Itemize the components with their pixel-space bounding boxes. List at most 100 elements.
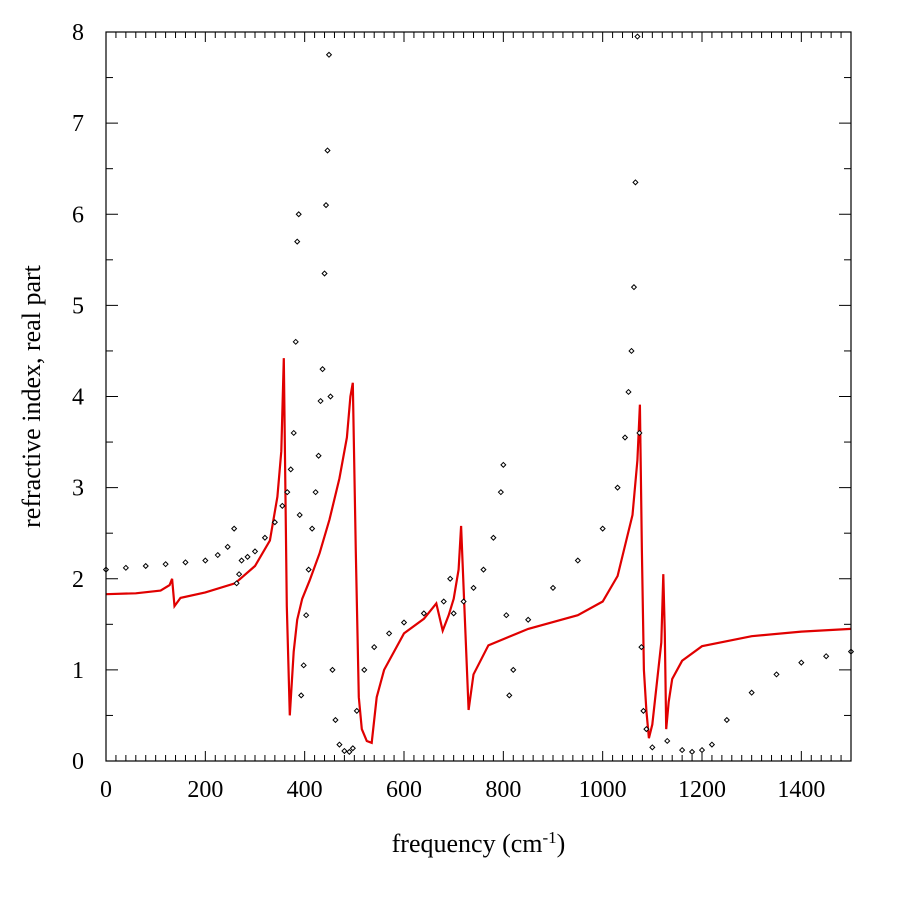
y-tick-label: 7 xyxy=(72,111,84,137)
measured-point xyxy=(332,716,339,724)
measured-series-points xyxy=(102,33,855,755)
measured-point xyxy=(723,716,730,724)
x-axis-title-end: ) xyxy=(557,829,566,858)
measured-point xyxy=(238,557,245,564)
x-tick-label: 600 xyxy=(386,777,422,803)
y-tick-label: 8 xyxy=(72,20,84,46)
measured-point xyxy=(525,616,532,623)
measured-point xyxy=(420,610,427,617)
measured-point xyxy=(244,553,251,560)
measured-point xyxy=(309,525,316,532)
measured-point xyxy=(214,551,221,559)
y-tick-label: 2 xyxy=(72,567,84,593)
plot-frame xyxy=(105,31,852,762)
measured-point xyxy=(574,557,581,564)
measured-point xyxy=(324,147,331,154)
x-tick-label: 0 xyxy=(100,777,112,803)
measured-point xyxy=(271,519,278,526)
measured-point xyxy=(296,511,303,519)
model-series-line xyxy=(105,358,852,745)
x-axis-title: frequency (cm-1) xyxy=(392,828,566,859)
measured-point xyxy=(292,338,299,345)
measured-point xyxy=(349,745,356,752)
x-tick-labels: 0 200 400 600 800 1000 1200 1400 xyxy=(100,777,825,803)
x-tick-label: 200 xyxy=(187,777,223,803)
measured-point xyxy=(327,393,334,400)
measured-point xyxy=(628,347,635,355)
measured-point xyxy=(823,653,830,660)
measured-point xyxy=(599,525,606,532)
measured-point xyxy=(688,748,696,755)
measured-point xyxy=(440,598,447,605)
measured-point xyxy=(353,707,360,714)
measured-point xyxy=(510,666,517,673)
measured-point xyxy=(336,741,343,748)
measured-point xyxy=(490,534,497,541)
measured-point xyxy=(182,559,189,566)
measured-point xyxy=(371,643,378,651)
measured-point xyxy=(497,489,504,496)
measured-point xyxy=(224,543,231,550)
x-tick-label: 1000 xyxy=(579,777,627,803)
measured-point xyxy=(305,566,312,573)
measured-point xyxy=(400,619,408,626)
y-tick-labels: 0 1 2 3 4 5 6 7 8 xyxy=(72,20,84,775)
measured-point xyxy=(698,746,706,754)
measured-point xyxy=(361,666,368,673)
measured-point xyxy=(162,561,169,568)
y-tick-label: 5 xyxy=(72,293,84,319)
measured-point xyxy=(503,612,510,619)
measured-point xyxy=(295,211,302,218)
measured-point xyxy=(447,575,454,582)
y-tick-label: 6 xyxy=(72,202,84,228)
measured-point xyxy=(708,741,716,748)
measured-point xyxy=(470,584,477,591)
measured-point xyxy=(460,598,467,605)
x-tick-label: 400 xyxy=(287,777,323,803)
measured-point xyxy=(325,51,333,58)
measured-point xyxy=(312,489,319,496)
measured-point xyxy=(625,388,632,396)
measured-point xyxy=(231,525,238,532)
measured-point xyxy=(202,557,209,564)
measured-point xyxy=(664,737,671,745)
measured-point xyxy=(322,202,330,209)
measured-point xyxy=(251,548,259,555)
y-tick-label: 0 xyxy=(72,749,84,775)
measured-point xyxy=(261,534,269,541)
x-tick-label: 1200 xyxy=(678,777,726,803)
measured-point xyxy=(450,610,457,617)
measured-point xyxy=(233,580,240,587)
measured-point xyxy=(235,571,243,578)
measured-point xyxy=(634,33,641,40)
x-axis-title-main: frequency (cm xyxy=(392,829,543,858)
measured-point xyxy=(341,747,348,755)
measured-point xyxy=(500,461,507,468)
measured-point xyxy=(632,179,639,186)
tick-marks xyxy=(105,31,852,762)
measured-point xyxy=(300,662,307,669)
measured-point xyxy=(649,744,656,751)
measured-point xyxy=(319,366,326,373)
measured-point xyxy=(480,566,487,573)
measured-point xyxy=(614,484,621,491)
y-tick-label: 3 xyxy=(72,476,84,502)
measured-point xyxy=(329,666,336,673)
x-tick-label: 800 xyxy=(485,777,521,803)
measured-point xyxy=(640,707,647,714)
y-tick-label: 4 xyxy=(72,385,84,411)
measured-point xyxy=(321,270,328,277)
measured-point xyxy=(346,748,353,755)
x-axis-title-superscript: -1 xyxy=(543,828,557,847)
y-axis-title: refractive index, real part xyxy=(17,264,46,528)
measured-point xyxy=(284,489,291,496)
measured-point xyxy=(142,562,149,570)
measured-point xyxy=(315,452,322,459)
measured-point xyxy=(798,659,805,666)
measured-point xyxy=(621,434,629,441)
measured-point xyxy=(122,564,129,571)
measured-point xyxy=(317,397,324,405)
measured-point xyxy=(287,466,294,473)
measured-point xyxy=(636,429,643,437)
